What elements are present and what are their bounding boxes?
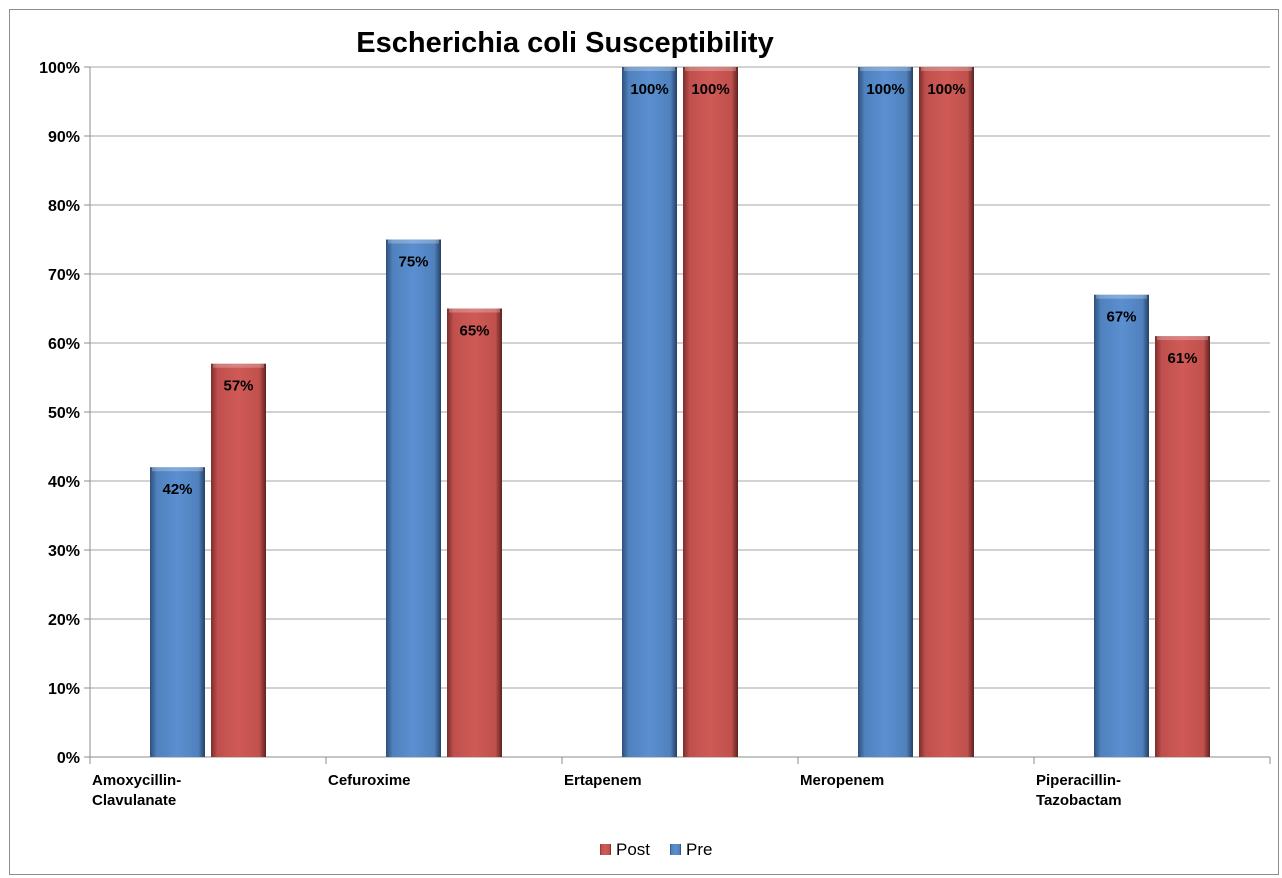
- category-label-line: Ertapenem: [564, 772, 642, 789]
- y-tick-label: 10%: [48, 681, 80, 698]
- legend-swatch-pre: [670, 844, 681, 855]
- category-label-line: Piperacillin-: [1036, 772, 1121, 789]
- category-label: Piperacillin- Tazobactam: [1036, 772, 1122, 809]
- data-label: 61%: [1167, 350, 1197, 367]
- bar-bevel: [921, 67, 972, 71]
- category-label-line: Clavulanate: [92, 792, 176, 809]
- bar-bevel: [388, 239, 439, 244]
- y-tick-label: 70%: [48, 267, 80, 284]
- y-tick-label: 0%: [57, 750, 80, 767]
- bar-post: [1155, 336, 1210, 757]
- y-tick-label: 30%: [48, 543, 80, 560]
- y-tick-label: 60%: [48, 336, 80, 353]
- y-tick-label: 20%: [48, 612, 80, 629]
- bar-bevel: [213, 363, 264, 368]
- data-label: 65%: [459, 323, 489, 340]
- bar-bevel: [1157, 336, 1208, 341]
- chart-frame: 0% 10% 20% 30% 40% 50% 60% 70% 80% 90% 100% 42% 57%…: [9, 9, 1279, 875]
- data-label: 67%: [1106, 309, 1136, 326]
- bar-post: [683, 67, 738, 757]
- bar-pre: [1094, 294, 1149, 757]
- category-label-line: Meropenem: [800, 772, 884, 789]
- category-label-line: Amoxycillin-: [92, 772, 181, 789]
- data-label: 100%: [927, 81, 965, 98]
- y-tick-label: 80%: [48, 198, 80, 215]
- legend: Post Pre: [600, 840, 712, 859]
- bar-bevel: [449, 308, 500, 313]
- bars: [150, 67, 1210, 757]
- chart-title: Escherichia coli Susceptibility: [356, 27, 773, 59]
- y-tick-label: 100%: [39, 60, 80, 77]
- data-label: 42%: [162, 481, 192, 498]
- bar-bevel: [152, 467, 203, 472]
- category-label-line: Tazobactam: [1036, 792, 1122, 809]
- legend-swatch-post: [600, 844, 611, 855]
- chart-canvas: 0% 10% 20% 30% 40% 50% 60% 70% 80% 90% 100% 42% 57%…: [39, 27, 1271, 859]
- category-label: Cefuroxime: [328, 772, 411, 789]
- bar-bevel: [1096, 294, 1147, 299]
- data-label: 75%: [398, 254, 428, 271]
- bar-bevel: [624, 67, 675, 71]
- bar-bevel: [860, 67, 911, 71]
- data-label: 100%: [630, 81, 668, 98]
- data-label: 57%: [223, 378, 253, 395]
- category-label: Ertapenem: [564, 772, 642, 789]
- category-label-line: Cefuroxime: [328, 772, 411, 789]
- y-tick-label: 90%: [48, 129, 80, 146]
- bar-pre: [622, 67, 677, 757]
- category-label: Amoxycillin- Clavulanate: [92, 772, 181, 809]
- bar-pre: [386, 239, 441, 757]
- legend-label-pre: Pre: [686, 840, 712, 859]
- category-label: Meropenem: [800, 772, 884, 789]
- labels: 42% 57% Amoxycillin- Clavulanate 75% 65% Cefur…: [92, 81, 1198, 809]
- bar-post: [447, 308, 502, 757]
- bar-pre: [858, 67, 913, 757]
- legend-label-post: Post: [616, 840, 650, 859]
- data-label: 100%: [866, 81, 904, 98]
- data-label: 100%: [691, 81, 729, 98]
- bar-pre: [150, 467, 205, 757]
- bar-bevel: [685, 67, 736, 71]
- gridlines: 0% 10% 20% 30% 40% 50% 60% 70% 80% 90% 100%: [39, 60, 1271, 767]
- bar-post: [919, 67, 974, 757]
- bar-post: [211, 363, 266, 757]
- y-tick-label: 40%: [48, 474, 80, 491]
- y-tick-label: 50%: [48, 405, 80, 422]
